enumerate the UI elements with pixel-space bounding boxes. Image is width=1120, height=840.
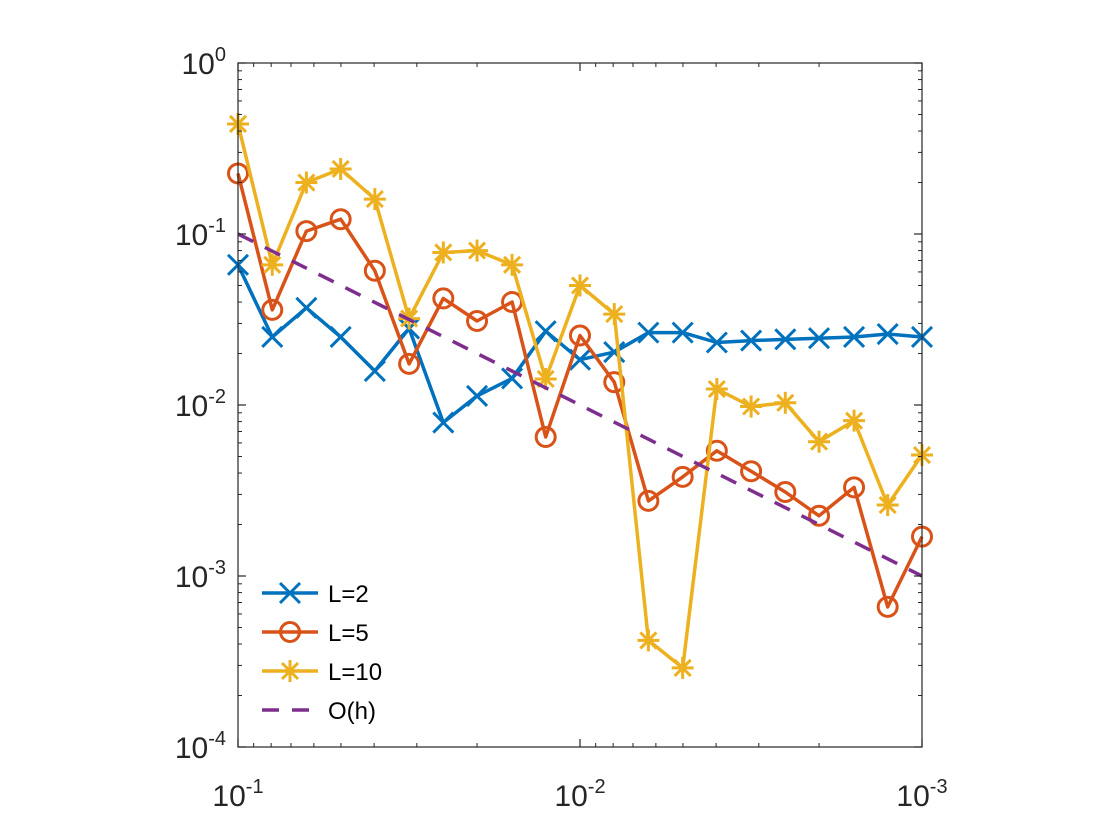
- legend-entry: L=2: [262, 581, 369, 608]
- data-point: [774, 480, 797, 503]
- legend-entry: O(h): [262, 698, 376, 725]
- legend-label: L=5: [328, 620, 369, 647]
- data-point: [876, 494, 899, 517]
- data-point: [774, 328, 797, 351]
- data-point: [807, 327, 831, 350]
- series-O(h): [237, 232, 923, 578]
- data-point: [637, 629, 660, 652]
- legend-marker: [279, 660, 301, 682]
- data-point: [398, 352, 421, 375]
- data-point: [705, 378, 728, 401]
- y-tick-label: 10-1: [175, 215, 226, 252]
- data-point: [363, 188, 386, 211]
- data-point: [671, 321, 694, 344]
- legend-marker: [279, 621, 301, 643]
- data-point: [637, 321, 660, 344]
- data-point: [569, 324, 591, 347]
- data-point: [740, 395, 763, 418]
- y-tick-label: 10-2: [175, 386, 226, 423]
- legend-entry: L=10: [262, 659, 382, 686]
- data-point: [261, 298, 284, 321]
- data-point: [774, 391, 797, 414]
- data-point: [295, 220, 318, 243]
- data-point: [534, 425, 557, 448]
- data-point: [740, 460, 763, 483]
- data-point: [843, 409, 866, 432]
- legend-label: L=2: [328, 581, 369, 608]
- data-point: [705, 331, 728, 354]
- y-tick-label: 10-4: [175, 728, 226, 765]
- data-point: [466, 239, 489, 262]
- data-point: [671, 465, 694, 488]
- series-L=2: [226, 253, 934, 434]
- data-point: [329, 208, 352, 231]
- x-tick-label: 10-1: [212, 776, 263, 813]
- data-point: [671, 656, 694, 679]
- data-point: [295, 296, 318, 319]
- data-point: [329, 157, 352, 180]
- ticks-layer: 10-1 10-2 10-3 100 10-1 10-2 10-3 10-4: [175, 44, 948, 813]
- data-point: [603, 340, 626, 364]
- legend-label: L=10: [328, 659, 382, 686]
- legend-entry: L=5: [262, 620, 369, 647]
- x-tick-label: 10-3: [896, 776, 947, 813]
- series-line: [236, 172, 924, 609]
- data-point: [740, 329, 763, 352]
- x-tick-label: 10-2: [554, 776, 605, 813]
- legend-marker: [278, 581, 302, 605]
- data-point: [843, 476, 866, 499]
- legend-label: O(h): [328, 698, 376, 725]
- data-point: [261, 253, 284, 276]
- data-point: [808, 430, 831, 453]
- data-point: [465, 384, 489, 407]
- data-point: [808, 504, 831, 527]
- data-point: [261, 325, 284, 349]
- data-point: [432, 411, 455, 434]
- data-point: [603, 371, 626, 394]
- data-point: [637, 489, 660, 512]
- data-point: [363, 359, 386, 383]
- legend: L=2 L=5 L=10 O(h): [262, 581, 382, 725]
- data-point: [569, 274, 591, 297]
- data-point: [603, 303, 626, 326]
- data-point: [876, 322, 899, 346]
- data-point: [432, 241, 455, 264]
- y-tick-label: 10-3: [175, 557, 226, 594]
- data-point: [500, 367, 524, 390]
- y-tick-label: 100: [182, 44, 227, 81]
- data-point: [329, 325, 352, 349]
- series-line: [237, 232, 923, 578]
- data-point: [534, 320, 557, 343]
- data-point: [363, 259, 386, 282]
- series-L=10: [227, 112, 933, 679]
- data-point: [501, 253, 524, 276]
- data-point: [876, 595, 899, 618]
- data-point: [295, 171, 318, 194]
- data-point: [432, 287, 455, 310]
- data-point: [466, 309, 489, 332]
- data-point: [705, 439, 728, 462]
- data-point: [842, 325, 866, 349]
